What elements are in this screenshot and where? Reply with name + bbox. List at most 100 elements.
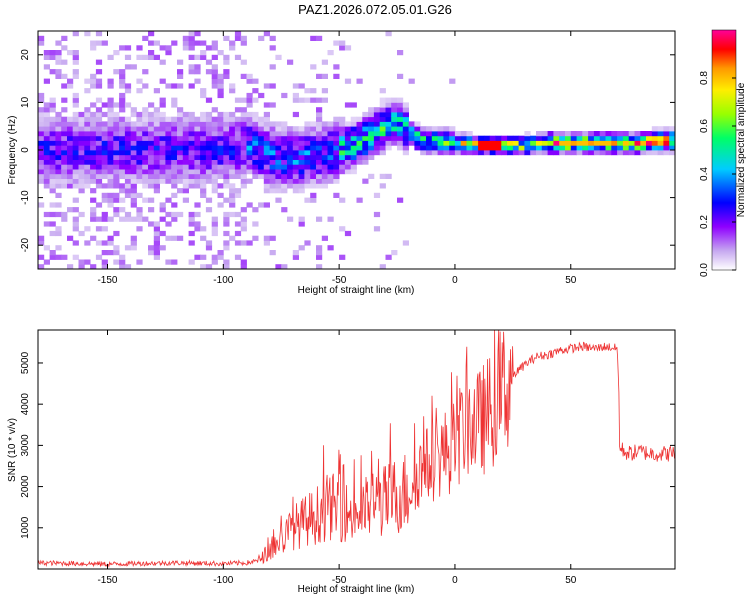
spectrogram-cell bbox=[223, 135, 230, 141]
spectrogram-cell bbox=[153, 188, 160, 194]
spectrogram-cell bbox=[397, 102, 404, 108]
spectrogram-cell bbox=[275, 169, 282, 175]
spectrogram-cell bbox=[223, 154, 230, 160]
spectrogram-cell bbox=[101, 150, 108, 156]
snr-y-tick-label: 5000 bbox=[20, 351, 31, 374]
spectrogram-cell bbox=[153, 107, 160, 113]
spectrogram-cell bbox=[171, 140, 178, 146]
spectrogram-cell bbox=[588, 140, 595, 146]
spectrogram-cell bbox=[142, 183, 149, 189]
spectrogram-cell bbox=[136, 121, 143, 127]
spectrogram-cell bbox=[234, 116, 242, 122]
spectrogram-cell bbox=[431, 135, 438, 141]
spectrogram-cell bbox=[287, 126, 294, 132]
spectrogram-cell bbox=[379, 121, 386, 127]
spectrogram-cell bbox=[483, 145, 491, 151]
spectrogram-cell bbox=[119, 69, 126, 75]
spectrogram-cell bbox=[217, 50, 224, 56]
spectrogram-cell bbox=[536, 131, 543, 137]
spectrogram-cell bbox=[205, 116, 213, 122]
spectrogram-cell bbox=[292, 92, 299, 99]
spectrogram-cell bbox=[281, 173, 288, 179]
spectrogram-cell bbox=[634, 145, 641, 151]
spectrogram-cell bbox=[344, 131, 352, 137]
spectrogram-cell bbox=[229, 140, 236, 146]
spectrogram-cell bbox=[246, 92, 253, 99]
spectrogram-cell bbox=[130, 188, 137, 194]
spectrogram-cell bbox=[101, 135, 108, 141]
spectrogram-cell bbox=[200, 145, 207, 151]
spectrogram-cell bbox=[90, 207, 97, 213]
spectrogram-cell bbox=[292, 135, 299, 141]
spectrogram-cell bbox=[159, 164, 166, 170]
spectrogram-cell bbox=[101, 183, 108, 189]
spectrogram-cell bbox=[188, 140, 195, 146]
spectrogram-cell bbox=[200, 226, 207, 232]
spectrogram-cell bbox=[298, 126, 305, 132]
spectrogram-cell bbox=[72, 92, 79, 99]
spectrogram-cell bbox=[518, 150, 525, 156]
spectrogram-cell bbox=[101, 111, 108, 118]
spectrogram-cell bbox=[153, 154, 160, 160]
spectrogram-cell bbox=[234, 211, 242, 218]
spectrogram-cell bbox=[148, 245, 155, 251]
spectrogram-cell bbox=[269, 173, 276, 179]
spectrogram-cell bbox=[217, 135, 224, 141]
spectrogram-cell bbox=[223, 126, 230, 132]
spectrogram-cell bbox=[373, 126, 381, 132]
spectrogram-cell bbox=[287, 140, 294, 146]
spectrogram-cell bbox=[373, 140, 381, 146]
spectrogram-cell bbox=[223, 54, 230, 60]
spectrogram-cell bbox=[136, 145, 143, 151]
spectrogram-cell bbox=[391, 111, 398, 118]
spectrogram-cell bbox=[310, 169, 317, 175]
spectrogram-cell bbox=[246, 169, 253, 175]
spectrogram-cell bbox=[223, 140, 230, 146]
spectrogram-cell bbox=[78, 159, 85, 165]
spectrogram-cell bbox=[113, 102, 120, 108]
spectrogram-cell bbox=[113, 207, 120, 213]
spectrogram-cell bbox=[205, 154, 213, 160]
spectrogram-cell bbox=[223, 183, 230, 189]
spectrogram-cell bbox=[588, 135, 595, 141]
spectrogram-cell bbox=[165, 121, 172, 127]
spectrogram-cell bbox=[402, 135, 409, 141]
spectrogram-cell bbox=[605, 131, 612, 137]
spectrogram-cell bbox=[107, 107, 114, 113]
spectrogram-cell bbox=[240, 135, 247, 141]
spectrogram-cell bbox=[55, 254, 62, 260]
spectrogram-cell bbox=[287, 159, 294, 165]
spectrogram-cell bbox=[344, 135, 352, 141]
spectrogram-cell bbox=[368, 150, 375, 156]
spectrogram-cell bbox=[420, 145, 427, 151]
spectrogram-cell bbox=[258, 145, 265, 151]
spectrogram-cell bbox=[240, 145, 247, 151]
spectrogram-cell bbox=[165, 164, 172, 170]
spectrogram-cell bbox=[95, 169, 103, 175]
spectrogram-cell bbox=[107, 240, 114, 246]
spectrogram-cell bbox=[576, 135, 583, 141]
spectrogram-cell bbox=[119, 254, 126, 260]
spectrogram-cell bbox=[379, 88, 386, 94]
spectrogram-cell bbox=[223, 150, 230, 156]
spectrogram-cell bbox=[136, 192, 143, 198]
spectrogram-cell bbox=[350, 169, 357, 175]
spectrogram-cell bbox=[119, 197, 126, 203]
spectrogram-cell bbox=[194, 178, 201, 184]
spectrogram-cell bbox=[344, 145, 352, 151]
spectrogram-cell bbox=[148, 169, 155, 175]
spectrogram-cell bbox=[38, 107, 45, 113]
spectrogram-cell bbox=[304, 169, 311, 175]
spectrogram-cell bbox=[350, 131, 357, 137]
spectrogram-cell bbox=[316, 121, 323, 127]
spectrogram-cell bbox=[524, 150, 531, 156]
spectrogram-cell bbox=[165, 140, 172, 146]
spectrogram-cell bbox=[339, 150, 346, 156]
spectrogram-cell bbox=[287, 150, 294, 156]
spectrogram-cell bbox=[165, 173, 172, 179]
spectrogram-cell bbox=[437, 131, 444, 137]
spectrogram-cell bbox=[119, 116, 126, 122]
spectrogram-cell bbox=[321, 235, 328, 241]
spectrogram-cell bbox=[148, 173, 155, 179]
